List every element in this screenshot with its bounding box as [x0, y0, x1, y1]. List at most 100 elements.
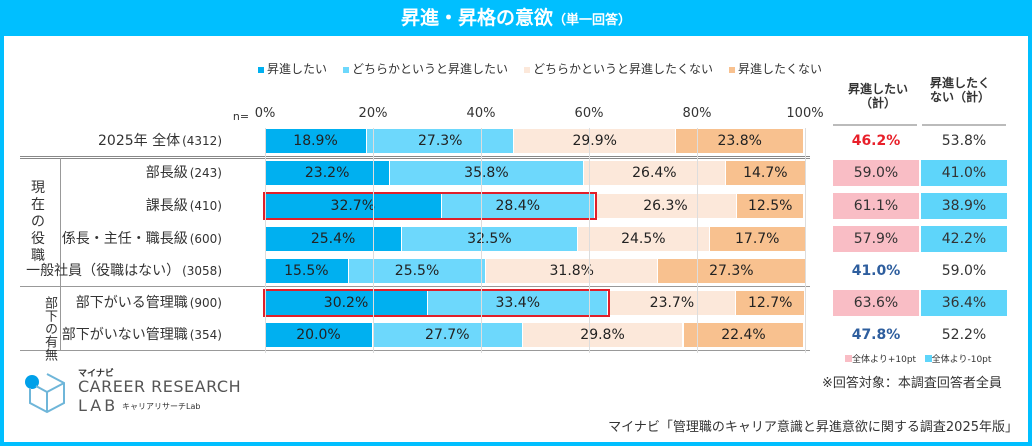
legend-label: 昇進したくない	[738, 62, 823, 76]
header-not-total: 昇進したくない（計）	[929, 76, 990, 104]
bar-segment: 32.5%	[402, 227, 577, 251]
legend-swatch	[258, 66, 264, 73]
logo: マイナビ CAREER RESEARCH LAB キャリアリサーチLab	[22, 364, 242, 424]
logo-sub: キャリアリサーチLab	[122, 402, 201, 411]
x-tick-label: 20%	[358, 106, 388, 121]
row-n: (410)	[189, 199, 222, 213]
bar-row: 部下がいる管理職 (900) 30.2% 33.4% 23.7% 12.7% 63.6% 36…	[0, 289, 1032, 317]
bar-segment: 23.8%	[675, 129, 804, 153]
gridline	[265, 128, 266, 353]
want-total-cell: 47.8%	[851, 327, 901, 343]
gridline	[481, 128, 482, 353]
data-label: 18.9	[293, 133, 325, 149]
data-label: 12.5	[747, 198, 780, 214]
bar-segment: 17.7%	[709, 227, 805, 251]
bar-segment: 15.5%	[265, 259, 348, 283]
bar-segment: 14.7%	[726, 161, 805, 185]
data-label: 29.8	[580, 327, 612, 343]
x-tick-label: 0%	[254, 106, 276, 121]
divider	[60, 287, 61, 350]
bar-segment: 29.8%	[522, 323, 683, 347]
data-label: 27.3	[418, 133, 450, 149]
bar-segment: 30.2%	[265, 291, 428, 315]
legend-swatch	[343, 66, 350, 73]
bar-segment: 23.7%	[608, 291, 736, 315]
row-category: 係長・主任・職長級	[61, 231, 188, 247]
legend-item: どちらかというと昇進したい	[343, 60, 508, 77]
logo-brand: マイナビ	[78, 369, 114, 379]
data-label: 23.8	[717, 133, 749, 149]
bar-segment: 27.7%	[373, 323, 522, 347]
bar-segment: 25.5%	[348, 259, 486, 283]
want-total-cell: 61.1%	[833, 193, 919, 219]
bar-segment: 28.4%	[441, 194, 594, 218]
data-label: 32.5	[467, 231, 499, 247]
logo-name: CAREER RESEARCH	[78, 377, 242, 396]
bar-segment: 26.3%	[594, 194, 736, 218]
data-label: 35.8	[464, 165, 496, 181]
row-category: 課長級	[145, 198, 188, 214]
row-label: 部下がいない管理職 (354)	[62, 322, 222, 348]
not-total-cell: 42.2%	[921, 226, 1007, 252]
title-bar: 昇進・昇格の意欲（単一回答）	[0, 0, 1032, 36]
data-label: 14.7	[743, 165, 775, 181]
bar-row: 2025年 全体(4312) 18.9%27.3%29.9%23.8% 46.2% 5…	[0, 128, 1032, 154]
data-label: 24.5	[621, 231, 653, 247]
data-label: 12.7	[747, 295, 780, 311]
row-n: (3058)	[182, 264, 222, 278]
group-label-subordinates: 部下の有無	[42, 296, 57, 361]
want-total-cell: 59.0%	[833, 160, 919, 186]
n-label: n=	[232, 110, 250, 123]
row-category: 部下がいる管理職	[75, 295, 188, 311]
row-n: (243)	[189, 166, 222, 180]
group-label-position: 現在の役職	[31, 180, 45, 264]
row-label: 2025年 全体 (4312)	[98, 128, 222, 154]
logo-cube-icon	[25, 373, 65, 414]
logo-name2: LAB	[78, 396, 119, 415]
x-tick-label: 40%	[466, 106, 496, 121]
want-total-cell: 41.0%	[851, 263, 901, 279]
divider	[20, 286, 810, 287]
gridline	[805, 128, 806, 353]
legend-label: どちらかというと昇進したくない	[533, 62, 714, 76]
data-label: 20.0	[296, 327, 328, 343]
bar-segment: 24.5%	[577, 227, 709, 251]
highlight-box	[263, 289, 611, 317]
data-label: 17.7	[735, 231, 767, 247]
bar-row: 係長・主任・職長級 (600) 25.4% 32.5% 24.5% 17.7% 57.9% 4…	[0, 226, 1032, 252]
not-total-cell: 59.0%	[941, 263, 987, 279]
bar-segment: 27.3%	[367, 129, 514, 153]
data-label: 31.8	[549, 263, 581, 279]
source: マイナビ「管理職のキャリア意識と昇進意欲に関する調査2025年版」	[608, 420, 1018, 435]
legend-swatch	[524, 66, 531, 73]
bar-segment: 12.5%	[736, 194, 804, 218]
data-label: 27.7	[425, 327, 457, 343]
bar-segment: 29.9%	[514, 129, 675, 153]
cell-legend: 全体より+10pt 全体より-10pt	[845, 352, 991, 365]
bar-segment: 26.4%	[583, 161, 726, 185]
plus-swatch	[845, 355, 852, 362]
title-note: （単一回答）	[553, 13, 632, 28]
data-label: 27.3	[709, 263, 741, 279]
row-category: 部下がいない管理職	[61, 327, 188, 343]
not-total-cell: 38.9%	[921, 193, 1007, 219]
bar-row: 課長級 (410) 32.7% 28.4% 26.3% 12.5% 61.1% 38.9%	[0, 192, 1032, 220]
data-label: 28.4	[495, 198, 527, 214]
row-category: 2025年 全体	[98, 133, 181, 149]
data-label: 30.2	[323, 295, 355, 311]
not-total-cell: 41.0%	[921, 160, 1007, 186]
data-label: 33.4	[495, 295, 527, 311]
row-category: 部長級	[145, 165, 188, 181]
legend-item: 昇進したくない	[729, 60, 822, 77]
data-label: 15.5	[284, 263, 316, 279]
highlight-box	[263, 192, 597, 220]
row-n: (600)	[189, 232, 222, 246]
data-label: 22.4	[721, 327, 753, 343]
x-tick-label: 60%	[574, 106, 604, 121]
data-label: 25.4	[310, 231, 342, 247]
bar-segment: 35.8%	[390, 161, 583, 185]
data-label: 26.3	[643, 198, 675, 214]
bar-segment: 22.4%	[683, 323, 804, 347]
data-label: 26.4	[632, 165, 664, 181]
bar-row: 一般社員（役職はない） (3058) 15.5% 25.5% 31.8% 27.3% 41.…	[0, 258, 1032, 284]
